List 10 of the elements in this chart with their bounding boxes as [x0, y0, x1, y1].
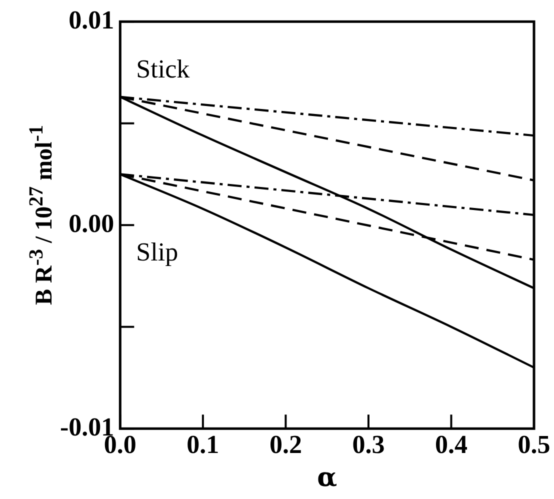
x-tick-label: 0.4 — [434, 430, 468, 459]
y-tick-label: 0.00 — [68, 208, 114, 238]
x-tick-label: 0.5 — [518, 430, 550, 459]
x-axis-title: α — [317, 463, 338, 494]
annotation: Stick — [136, 54, 190, 84]
x-tick-label: 0.2 — [269, 430, 302, 459]
annotation: Slip — [136, 237, 178, 266]
x-tick-label: 0.3 — [352, 430, 385, 459]
x-tick-label: 0.1 — [186, 430, 220, 459]
y-tick-label: 0.01 — [68, 5, 114, 34]
